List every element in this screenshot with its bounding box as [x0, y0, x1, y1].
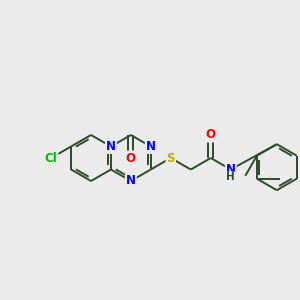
Text: N: N	[226, 163, 236, 176]
Text: N: N	[126, 175, 136, 188]
Text: O: O	[206, 128, 216, 142]
Text: N: N	[106, 140, 116, 153]
Text: H: H	[226, 172, 235, 182]
Text: Cl: Cl	[45, 152, 57, 164]
Text: S: S	[167, 152, 175, 164]
Text: O: O	[126, 152, 136, 164]
Text: N: N	[146, 140, 156, 153]
